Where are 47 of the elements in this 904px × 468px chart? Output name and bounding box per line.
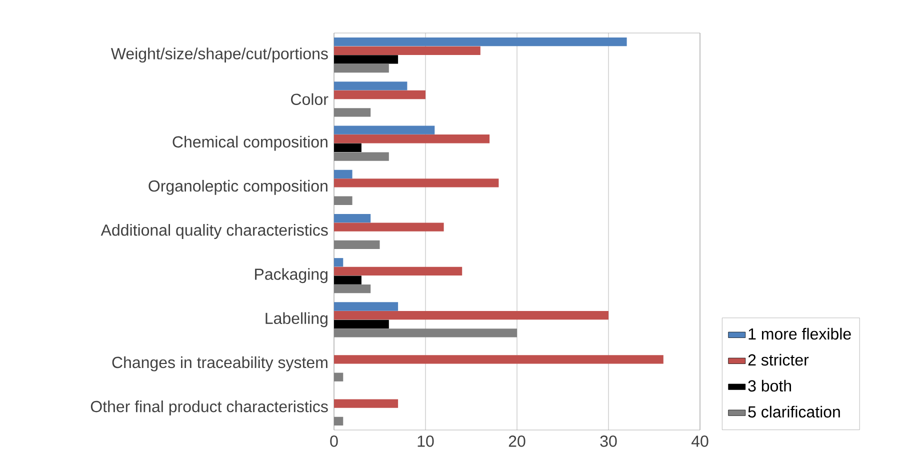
bar (334, 143, 362, 152)
y-tick-label: Labelling (266, 312, 328, 328)
y-tick-label: Packaging (255, 268, 328, 284)
legend-label: 3 both (748, 380, 791, 392)
bar (334, 108, 371, 117)
y-tick-label: Color (291, 93, 328, 106)
bar (334, 126, 435, 134)
y-tick-label: Changes in traceability system (112, 356, 328, 372)
bar (334, 302, 398, 311)
x-tick-label: 30 (600, 436, 617, 447)
bar (334, 214, 371, 223)
bar (334, 310, 609, 320)
bar (334, 64, 389, 73)
y-tick-label: Other final product characteristics (90, 400, 328, 416)
bar (334, 178, 499, 188)
x-tick-label: 10 (418, 436, 434, 447)
bar (334, 416, 344, 426)
bar (334, 46, 480, 55)
bar (334, 266, 462, 276)
bar (334, 240, 380, 250)
bar (334, 328, 518, 338)
y-tick-label: Organoleptic composition (148, 180, 328, 195)
bar (334, 134, 490, 144)
bar (334, 196, 352, 205)
bar (334, 55, 398, 64)
bar (334, 372, 344, 382)
bar (334, 258, 344, 267)
legend-label: 1 more flexible (748, 328, 851, 340)
y-tick-label: Chemical composition (172, 136, 328, 151)
y-tick-label: Additional quality characteristics (100, 224, 328, 239)
y-tick-label: Weight/size/shape/cut/portions (110, 48, 328, 63)
bar (334, 399, 398, 408)
bar (334, 38, 627, 46)
legend-label: 5 clarification (748, 406, 840, 418)
bar (334, 90, 426, 100)
bar (334, 82, 408, 90)
bar (334, 222, 444, 232)
legend-label: 2 stricter (748, 354, 809, 366)
bar (334, 276, 362, 284)
bar (334, 355, 664, 364)
bar (334, 320, 389, 328)
x-tick-label: 0 (330, 436, 338, 447)
bar (334, 170, 352, 178)
x-tick-label: 40 (691, 436, 708, 447)
bar (334, 284, 371, 294)
bar (334, 152, 389, 161)
x-tick-label: 20 (508, 436, 526, 447)
